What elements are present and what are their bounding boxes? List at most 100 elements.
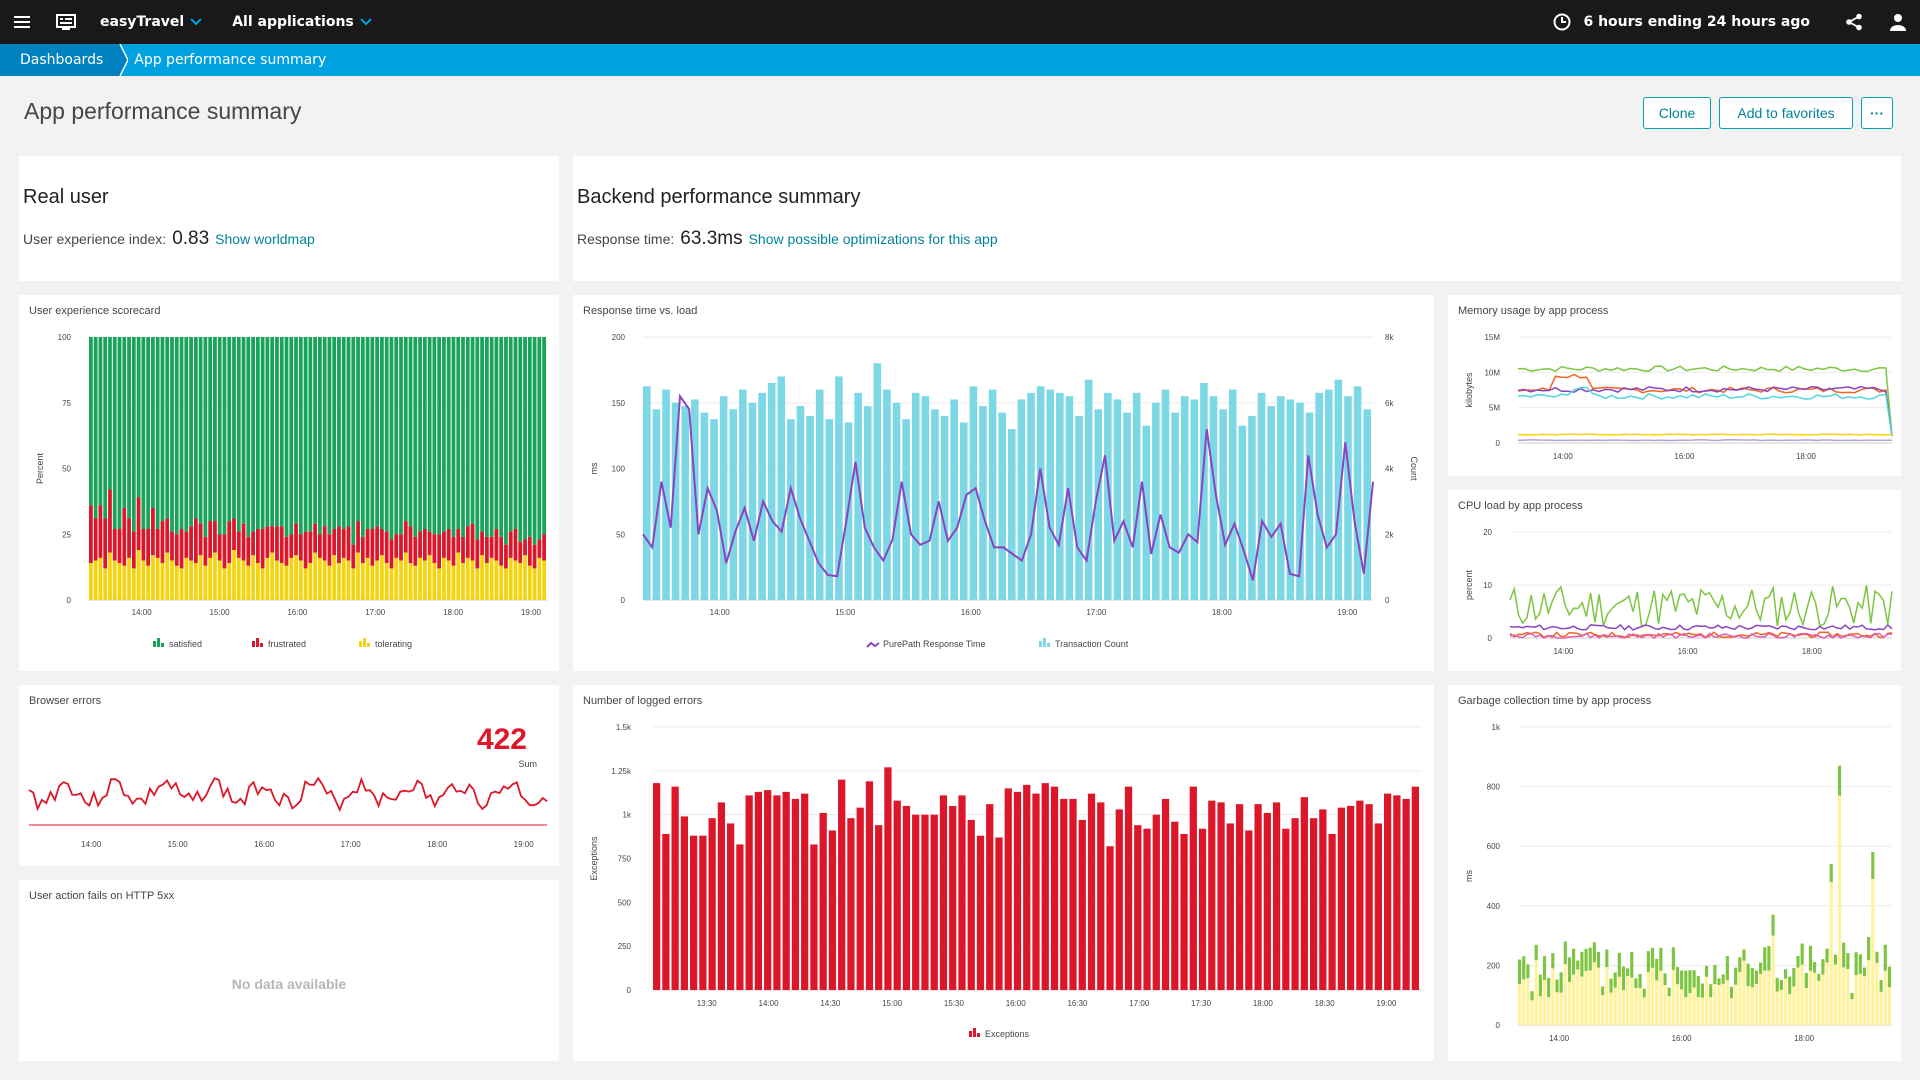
gc-bar-yellow xyxy=(1817,980,1821,1025)
transaction-count-bar xyxy=(1123,412,1131,600)
gc-bar-yellow xyxy=(1613,987,1617,1025)
memory-series-line xyxy=(1517,365,1893,436)
ux-index-label: User experience index: xyxy=(23,231,167,247)
legend-swatch xyxy=(363,638,366,647)
show-optimizations-link[interactable]: Show possible optimizations for this app xyxy=(748,231,998,247)
satisfied-bar xyxy=(422,337,427,529)
timeframe-selector[interactable]: 6 hours ending 24 hours ago xyxy=(1553,13,1810,31)
gc-bar-green xyxy=(1800,943,1804,965)
satisfied-bar xyxy=(203,337,208,537)
gc-bar-green xyxy=(1725,956,1729,981)
legend-label: tolerating xyxy=(375,639,412,649)
axis-label: Count xyxy=(1409,456,1419,481)
gc-bar-yellow xyxy=(1854,975,1858,1025)
share-icon[interactable] xyxy=(1832,0,1876,44)
tolerating-bar xyxy=(298,560,303,600)
more-button[interactable]: ··· xyxy=(1861,97,1893,129)
gc-bar-green xyxy=(1572,948,1576,975)
transaction-count-bar xyxy=(1027,392,1035,600)
gc-bar-green xyxy=(1642,988,1646,998)
gc-title: Garbage collection time by app process xyxy=(1458,695,1652,707)
environment-icon[interactable] xyxy=(44,0,88,44)
satisfied-bar xyxy=(98,337,103,506)
frustrated-bar xyxy=(313,523,317,553)
tolerating-bar xyxy=(437,568,442,600)
tolerating-bar xyxy=(399,560,403,600)
tolerating-bar xyxy=(279,563,284,600)
x-tick-label: 14:00 xyxy=(710,608,731,617)
x-tick-label: 16:00 xyxy=(287,608,308,617)
scorecard-tile[interactable]: User experience scorecard 0 25 50 75 100 Perc… xyxy=(19,295,559,671)
axis-label: ms xyxy=(589,462,599,474)
exception-bar xyxy=(1393,795,1401,990)
satisfied-bar xyxy=(122,337,127,508)
tolerating-bar xyxy=(523,555,527,600)
satisfied-bar xyxy=(255,337,260,529)
timeframe-label: 6 hours ending 24 hours ago xyxy=(1583,14,1810,30)
x-tick-label: 18:00 xyxy=(1212,608,1233,617)
backend-summary-tile[interactable]: Backend performance summary Response tim… xyxy=(573,156,1901,281)
chevron-down-icon xyxy=(360,18,372,26)
y-tick-label: 4k xyxy=(1385,465,1394,474)
y-tick-label: 10 xyxy=(1483,581,1492,590)
cpu-title: CPU load by app process xyxy=(1458,500,1583,512)
frustrated-bar xyxy=(332,528,337,556)
gc-bar-green xyxy=(1821,959,1825,975)
frustrated-bar xyxy=(308,531,313,564)
gc-bar-green xyxy=(1634,978,1638,988)
satisfied-bar xyxy=(151,337,155,508)
gc-bar-green xyxy=(1555,979,1559,993)
response-load-tile[interactable]: Response time vs. load 0 50 100 150 200 0 2k 4k… xyxy=(573,295,1434,671)
x-tick-label: 14:00 xyxy=(1549,1034,1570,1043)
clone-button[interactable]: Clone xyxy=(1643,97,1711,129)
transaction-count-bar xyxy=(1344,396,1352,600)
gc-bar-yellow xyxy=(1767,970,1771,1025)
satisfied-bar xyxy=(279,337,284,527)
menu-icon[interactable] xyxy=(0,0,44,44)
gc-tile[interactable]: Garbage collection time by app process 0… xyxy=(1448,685,1901,1061)
breadcrumb-current[interactable]: App performance summary xyxy=(128,44,342,76)
tolerating-bar xyxy=(184,557,189,600)
gc-bar-yellow xyxy=(1642,997,1646,1025)
transaction-count-bar xyxy=(988,389,997,600)
show-worldmap-link[interactable]: Show worldmap xyxy=(215,231,315,247)
tolerating-bar xyxy=(489,557,494,600)
legend-label: Exceptions xyxy=(985,1029,1030,1039)
exception-bar xyxy=(1319,809,1327,990)
frustrated-bar xyxy=(360,536,365,564)
transaction-count-bar xyxy=(1152,402,1160,600)
application-selector[interactable]: All applications xyxy=(232,14,372,30)
transaction-count-bar xyxy=(854,392,862,600)
exception-bar xyxy=(1245,830,1253,990)
gc-bar-green xyxy=(1567,957,1572,982)
satisfied-bar xyxy=(437,337,442,535)
gc-bar-green xyxy=(1813,961,1817,973)
tolerating-bar xyxy=(470,560,475,600)
frustrated-bar xyxy=(389,539,394,569)
http5xx-tile[interactable]: User action fails on HTTP 5xx No data av… xyxy=(19,880,559,1061)
gc-bar-yellow xyxy=(1638,987,1642,1025)
http5xx-title: User action fails on HTTP 5xx xyxy=(29,890,175,902)
transaction-count-bar xyxy=(796,406,805,600)
transaction-count-bar xyxy=(815,389,824,600)
x-tick-label: 17:00 xyxy=(1086,608,1107,617)
add-to-favorites-button[interactable]: Add to favorites xyxy=(1719,97,1853,129)
gc-bar-green xyxy=(1775,977,1779,992)
x-tick-label: 14:30 xyxy=(820,999,841,1008)
browser-errors-tile[interactable]: Browser errors 422 Sum 14:00 15:00 16:00 17… xyxy=(19,685,559,866)
satisfied-bar xyxy=(275,337,279,527)
satisfied-bar xyxy=(432,337,437,535)
gc-bar-yellow xyxy=(1788,994,1792,1025)
satisfied-bar xyxy=(518,337,523,543)
logged-errors-tile[interactable]: Number of logged errors 0 250 500 750 1k 1.25… xyxy=(573,685,1434,1061)
environment-selector[interactable]: easyTravel xyxy=(100,14,202,30)
memory-tile[interactable]: Memory usage by app process 0 5M 10M 15M kil… xyxy=(1448,295,1901,476)
cpu-tile[interactable]: CPU load by app process 0 10 20 percent 14:0… xyxy=(1448,490,1901,671)
cpu-series-line xyxy=(1509,585,1893,628)
exception-bar xyxy=(1411,786,1419,990)
breadcrumb-dashboards[interactable]: Dashboards xyxy=(0,44,118,76)
satisfied-bar xyxy=(246,337,251,537)
real-user-tile[interactable]: Real user User experience index: 0.83 Sh… xyxy=(19,156,559,281)
user-icon[interactable] xyxy=(1876,0,1920,44)
frustrated-bar xyxy=(108,489,112,553)
